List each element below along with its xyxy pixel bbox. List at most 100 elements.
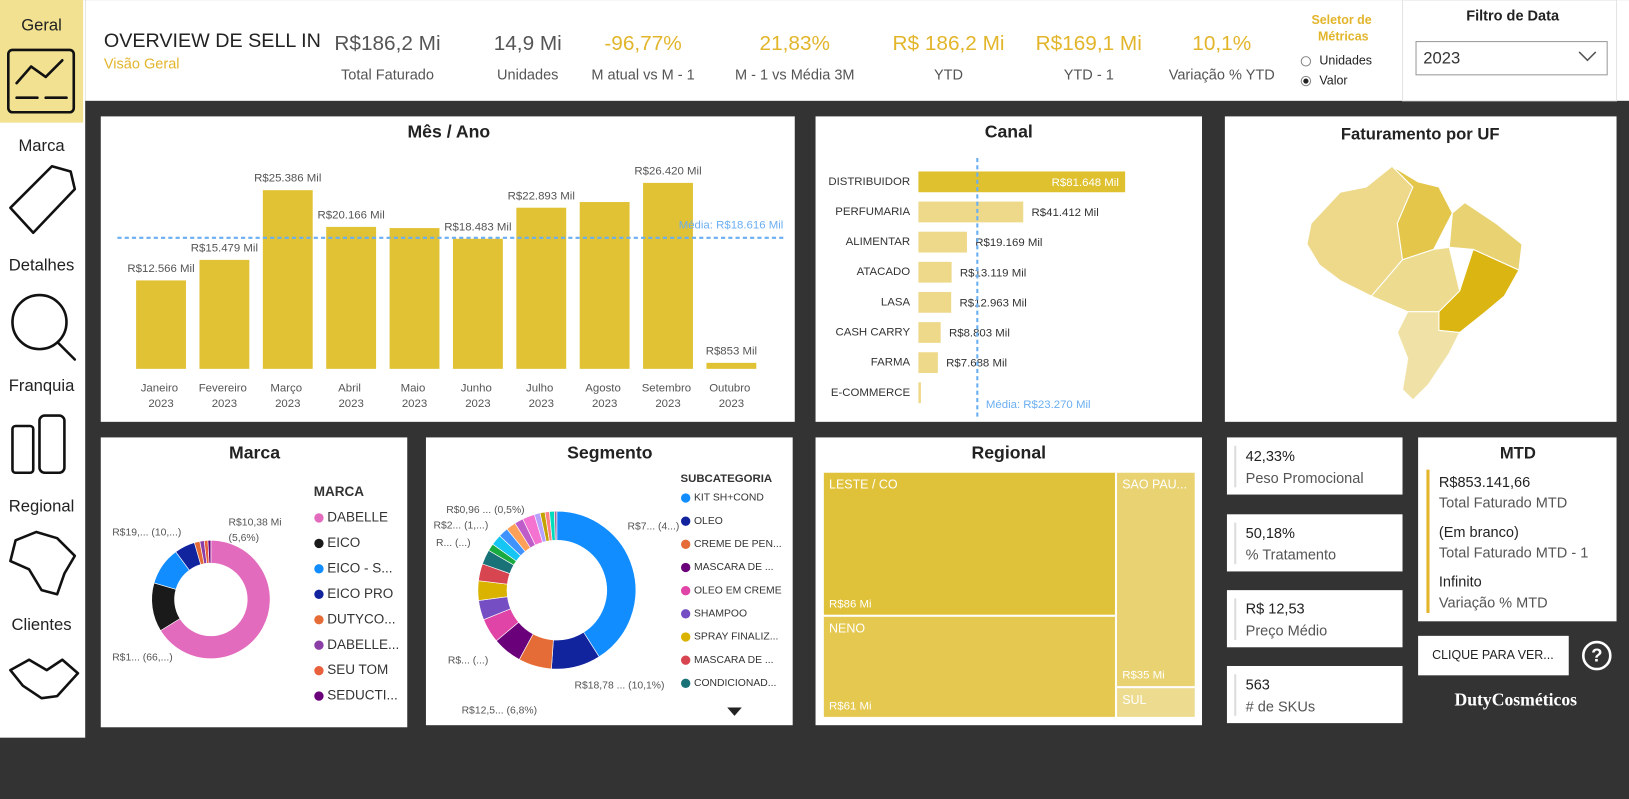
button-text[interactable]: CLIQUE PARA VER... <box>1432 648 1554 662</box>
legend-label: OLEO <box>694 516 723 527</box>
legend-label: EICO PRO <box>327 586 393 601</box>
legend-swatch <box>681 585 691 596</box>
bar <box>262 190 313 369</box>
legend-title: SUBCATEGORIA <box>680 473 772 485</box>
help-icon[interactable] <box>1581 640 1612 671</box>
kpi-value: 10,1% <box>1192 32 1251 55</box>
icon-regional <box>9 530 77 596</box>
kpi-label: Unidades <box>497 68 558 84</box>
y-tick-label: LASA <box>881 296 911 308</box>
kpi-value: -96,77% <box>604 32 681 55</box>
nav-item: Regional <box>9 496 75 515</box>
mtd-accent <box>1426 469 1430 613</box>
legend-label: MASCARA DE ... <box>694 655 774 666</box>
legend-label: EICO - S... <box>327 560 392 575</box>
legend-swatch <box>681 562 691 573</box>
x-tick-label: Setembro 2023 <box>642 383 695 411</box>
kpi-label: Variação % YTD <box>1169 68 1275 84</box>
legend-label: OLEO EM CREME <box>694 585 782 596</box>
legend-swatch <box>314 513 324 523</box>
bar <box>918 352 938 374</box>
data-label: R$22.893 Mil <box>508 190 575 202</box>
card-label: # de SKUs <box>1246 699 1315 715</box>
nav-selected <box>0 0 84 123</box>
legend-swatch <box>314 640 324 650</box>
radio-dot <box>1303 78 1309 84</box>
y-tick-label: E-COMMERCE <box>831 387 911 399</box>
icon-geral <box>7 48 76 114</box>
donut-slice <box>556 510 637 658</box>
y-tick-label: ATACADO <box>857 266 911 278</box>
legend-swatch <box>314 665 324 676</box>
mtd-label: Total Faturado MTD - 1 <box>1439 546 1588 562</box>
help-text[interactable]: ? <box>1591 645 1602 666</box>
legend-label: SEU TOM <box>327 662 388 677</box>
button[interactable] <box>1418 635 1569 676</box>
data-label: R$... (...) <box>448 656 488 667</box>
icon-franquia <box>38 414 66 475</box>
data-label: R$81.648 Mil <box>1052 177 1119 189</box>
mtd-label: Total Faturado MTD <box>1439 496 1567 512</box>
card-label: Preço Médio <box>1246 624 1328 640</box>
chart-title: Regional <box>971 443 1046 463</box>
kpi-value: 14,9 Mi <box>494 32 562 55</box>
card-value: 42,33% <box>1246 449 1295 465</box>
legend-label: DABELLE... <box>327 637 399 652</box>
bar <box>918 382 921 404</box>
kpi-label: M - 1 vs Média 3M <box>735 68 855 84</box>
kpi-value: 21,83% <box>760 32 830 55</box>
data-label: R$35 Mi <box>1122 670 1164 682</box>
data-label: R$10,38 Mi (5,6%) <box>229 517 285 544</box>
nav-panel <box>0 0 86 738</box>
kpi-label: YTD - 1 <box>1064 68 1114 84</box>
treemap-cell <box>823 616 1115 717</box>
mtd-title: MTD <box>1500 443 1536 462</box>
data-label: R$86 Mi <box>829 598 871 610</box>
data-label: R$25.386 Mil <box>254 173 321 185</box>
icon-detalhes-handle <box>56 341 77 361</box>
legend-title: MARCA <box>314 484 364 499</box>
nav-item: Clientes <box>12 615 72 634</box>
donut-slice <box>554 510 558 541</box>
mtd-label: Variação % MTD <box>1439 595 1548 611</box>
date-dropdown[interactable] <box>1415 41 1608 76</box>
x-tick-label: Maio 2023 <box>401 383 429 411</box>
mtd-card <box>1418 437 1617 622</box>
bar <box>918 291 952 313</box>
data-label: R$2... (1,...) <box>434 520 489 531</box>
treemap-label: LESTE / CO <box>829 478 898 492</box>
y-tick-label: CASH CARRY <box>835 327 910 339</box>
legend-swatch <box>314 589 324 599</box>
data-label: R$1... (66,...) <box>112 652 173 663</box>
kpi-card <box>1226 437 1403 495</box>
uf-map <box>1306 165 1523 401</box>
card-label: % Tratamento <box>1246 548 1336 564</box>
legend-scroll[interactable] <box>727 707 742 716</box>
legend-label: EICO <box>327 535 360 550</box>
card <box>815 116 1203 422</box>
mtd-value: Infinito <box>1439 575 1482 591</box>
legend-label: SHAMPOO <box>694 609 747 620</box>
card-label: Peso Promocional <box>1246 471 1364 487</box>
donut-slice <box>160 539 271 659</box>
y-tick-label: FARMA <box>871 357 911 369</box>
card-value: 50,18% <box>1246 526 1295 542</box>
legend-label: DABELLE <box>327 509 388 524</box>
header-title: OVERVIEW DE SELL IN <box>104 30 321 52</box>
bar <box>706 362 757 369</box>
bar <box>918 322 941 343</box>
data-label: R$853 Mil <box>706 345 757 357</box>
legend-swatch <box>681 678 691 689</box>
chart-title: Segmento <box>567 443 653 463</box>
data-label: R$19,... (10,...) <box>112 528 181 539</box>
treemap-cell <box>823 472 1115 615</box>
legend-swatch <box>681 493 691 503</box>
bar <box>136 280 186 369</box>
mtd-value: (Em branco) <box>1439 525 1519 541</box>
data-label: R$18,78 ... (10,1%) <box>575 680 665 691</box>
radio[interactable] <box>1300 56 1312 67</box>
kpi-label: M atual vs M - 1 <box>591 68 694 84</box>
bar <box>918 201 1024 223</box>
x-tick-label: Abril 2023 <box>338 383 364 411</box>
date-filter-title: Filtro de Data <box>1466 9 1560 25</box>
